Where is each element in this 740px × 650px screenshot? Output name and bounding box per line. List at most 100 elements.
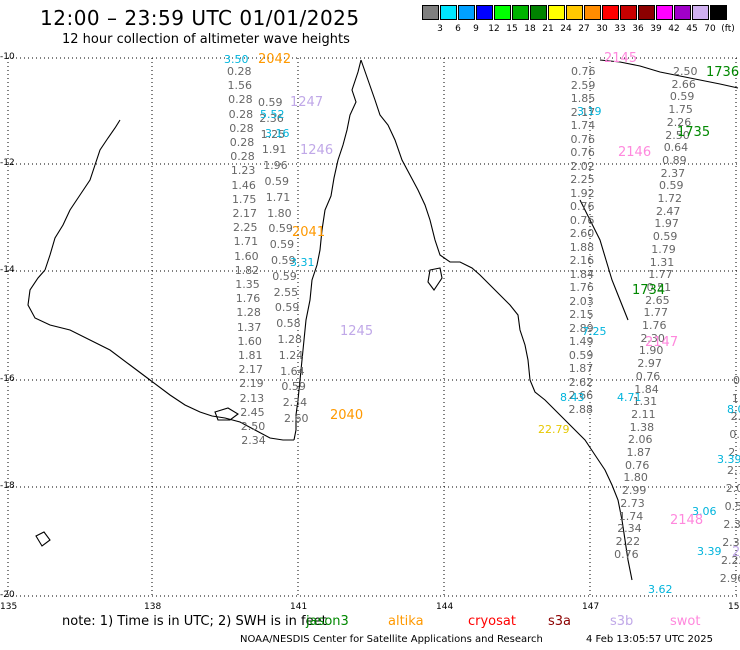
highlight-value: 3.31 [290, 256, 315, 269]
latitude-label: -10 [0, 52, 15, 62]
wave-height-value: 1.25 [260, 127, 286, 141]
pass-time-label: 2145 [604, 51, 638, 66]
wave-height-value: 1.97 [654, 217, 679, 231]
color-swatch [440, 5, 457, 20]
wave-height-value: 2.66 [671, 77, 696, 91]
color-swatch [710, 5, 727, 20]
latitude-label: -12 [0, 158, 15, 168]
wave-height-value: 2.22 [721, 554, 740, 567]
longitude-label: 141 [290, 602, 308, 612]
wave-height-value: 2.30 [640, 331, 665, 345]
wave-height-value: 1.79 [651, 242, 676, 256]
wave-height-value: 2.50 [240, 420, 266, 433]
wave-height-value: 1.28 [277, 333, 303, 346]
wave-height-value: 1.38 [629, 420, 655, 434]
wave-height-value: 2.47 [655, 204, 681, 218]
wave-height-value: 1.37 [236, 320, 262, 334]
highlight-value: 3.16 [265, 127, 290, 140]
wave-height-value: 1.76 [235, 292, 261, 306]
wave-height-value: 0.89 [662, 153, 687, 167]
wave-height-value: 0.59 [268, 222, 293, 236]
wave-height-value: 0.76 [570, 200, 595, 213]
pass-time-label: 2 [732, 545, 740, 560]
wave-height-value: 2.60 [284, 412, 309, 425]
wave-height-value: 0.51 [646, 280, 672, 294]
wave-height-value: 1.74 [618, 509, 644, 523]
color-label: 24 [560, 24, 572, 34]
highlight-value: 7.25 [582, 325, 607, 338]
wave-height-value: 1.64 [280, 364, 305, 378]
wave-height-value: 0.28 [228, 107, 254, 121]
wave-height-value: 2.73 [620, 496, 645, 510]
chart-subtitle: 12 hour collection of altimeter wave hei… [62, 32, 350, 47]
highlight-value: 3.39 [717, 453, 740, 466]
wave-height-value: 2.34 [617, 522, 642, 536]
color-swatch [656, 5, 673, 20]
wave-height-value: 2.55 [273, 285, 299, 299]
wave-height-value: 2.38 [722, 536, 740, 549]
coastline-east [360, 59, 633, 581]
satellite-cryosat: cryosat [468, 614, 516, 629]
wave-height-value: 0.59 [269, 238, 295, 252]
wave-height-value: 1.28 [236, 306, 261, 320]
color-swatch [422, 5, 439, 20]
wave-height-value: 1.91 [261, 143, 287, 157]
color-swatch [584, 5, 601, 20]
wave-height-value: 0.59 [568, 348, 594, 362]
wave-height-value: 1.60 [234, 249, 259, 263]
wave-height-value: 2.96 [719, 572, 740, 585]
wave-height-value: 1.75 [231, 192, 257, 206]
highlight-value: 22.79 [538, 423, 570, 436]
pass-time-label: 1735 [677, 125, 711, 140]
color-swatch [602, 5, 619, 20]
wave-height-value: 2.16 [569, 254, 595, 267]
wave-height-value: 1.80 [267, 206, 292, 220]
coastline-gulf-south [27, 269, 294, 441]
wave-height-value: 0.59 [271, 254, 296, 267]
color-swatch [512, 5, 529, 20]
color-swatch [476, 5, 493, 20]
wave-height-value: 0.28 [227, 65, 252, 78]
latitude-label: -14 [0, 265, 15, 275]
color-label: 42 [668, 24, 680, 34]
color-label: 3 [437, 24, 443, 34]
wave-height-value: 1.31 [649, 255, 675, 269]
color-label: 9 [473, 24, 479, 34]
wave-height-value: 1.56 [227, 79, 253, 93]
color-label: 36 [632, 24, 644, 34]
wave-height-value: 2.97 [637, 357, 662, 371]
pass-time-label: 1245 [340, 324, 374, 339]
wave-height-value: 2.89 [569, 321, 594, 335]
wave-height-value: 2.45 [240, 405, 265, 419]
latitude-label: -20 [0, 590, 15, 600]
color-label: 21 [542, 24, 554, 34]
wave-height-value: 0.76 [624, 458, 650, 472]
credit-line: NOAA/NESDIS Center for Satellite Applica… [240, 634, 543, 645]
wave-height-value: 0.59 [724, 500, 740, 513]
color-swatch [674, 5, 691, 20]
wave-height-value: 1.81 [238, 349, 263, 362]
color-swatch [692, 5, 709, 20]
wave-height-value: 2.22 [615, 534, 641, 548]
color-label: 12 [488, 24, 500, 34]
wave-height-value: 2.06 [628, 433, 653, 447]
color-swatch [530, 5, 547, 20]
footer-note: note: 1) Time is in UTC; 2) SWH is in fe… [62, 614, 327, 629]
highlight-value: 3.06 [692, 505, 717, 518]
wave-height-value: 1.87 [568, 362, 594, 375]
wave-height-value: 2.13 [728, 446, 740, 459]
wave-height-value: 0.28 [229, 136, 255, 149]
wave-height-value: 1.80 [623, 471, 648, 485]
wave-height-value: 0.59 [729, 428, 740, 441]
wave-height-value: 0.59 [659, 179, 684, 193]
satellite-s3a: s3a [548, 614, 572, 629]
wave-height-value: 0.76 [571, 65, 596, 78]
wave-height-value: 1.76 [569, 281, 594, 294]
pass-time-label: 1734 [632, 283, 666, 298]
wave-height-value: 1.84 [634, 382, 659, 396]
wave-height-value: 0.59 [274, 301, 300, 315]
longitude-label: 138 [144, 602, 162, 612]
highlight-value: 3.39 [697, 545, 722, 558]
wave-height-value: 2.25 [233, 221, 258, 235]
